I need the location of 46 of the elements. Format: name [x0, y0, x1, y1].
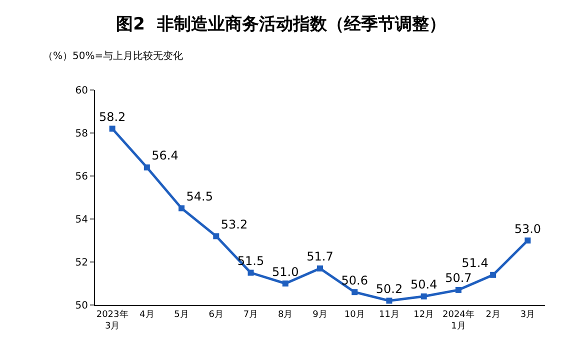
data-label: 50.6 — [341, 273, 368, 288]
x-tick-label: 2023年 3月 — [96, 308, 128, 332]
x-tick-label: 4月 — [140, 310, 154, 320]
point — [317, 265, 323, 272]
point — [144, 164, 150, 170]
point — [213, 233, 220, 240]
point — [455, 286, 462, 293]
chart-title: 图2 非制造业商务活动指数（经季节调整） — [116, 14, 446, 34]
data-label: 56.4 — [152, 148, 178, 163]
y-tick-label: 56 — [75, 172, 88, 182]
point — [282, 280, 288, 286]
y-tick-label: 52 — [75, 258, 88, 268]
x-tick-label: 9月 — [312, 310, 328, 320]
x-tick-label: 5月 — [174, 310, 189, 320]
point — [524, 238, 531, 244]
point — [420, 293, 427, 300]
data-label: 53.2 — [220, 217, 248, 232]
x-tick-label: 2月 — [486, 310, 500, 320]
point — [386, 298, 392, 304]
x-tick-label: 12月 — [414, 310, 434, 320]
data-label: 51.0 — [272, 264, 299, 279]
point — [178, 205, 185, 212]
data-label: 50.7 — [445, 271, 472, 286]
point — [248, 270, 254, 276]
point — [490, 272, 496, 278]
x-tick-label: 2024年 1月 — [442, 308, 474, 332]
x-tick-label: 8月 — [278, 310, 293, 320]
x-tick-label: 11月 — [379, 310, 400, 320]
point — [352, 289, 358, 296]
point — [109, 126, 116, 132]
x-tick-label: 10月 — [344, 310, 365, 320]
text: （%）50%=与上月比较无变化 — [43, 50, 184, 62]
y-tick-label: 54 — [75, 214, 88, 226]
x-tick-label: 3月 — [520, 310, 536, 320]
data-label: 51.7 — [306, 250, 334, 264]
data-label: 53.0 — [514, 222, 542, 236]
y-tick-label: 58 — [75, 128, 88, 140]
x-tick-label: 6月 — [208, 310, 224, 320]
data-label: 50.4 — [410, 278, 438, 292]
x-tick-label: 7月 — [243, 310, 258, 320]
y-tick-label: 60 — [75, 86, 88, 96]
data-label: 58.2 — [98, 110, 126, 124]
data-label: 50.2 — [376, 282, 403, 296]
data-label: 54.5 — [186, 190, 214, 204]
data-label: 51.4 — [462, 256, 488, 270]
y-tick-label: 50 — [75, 300, 88, 312]
